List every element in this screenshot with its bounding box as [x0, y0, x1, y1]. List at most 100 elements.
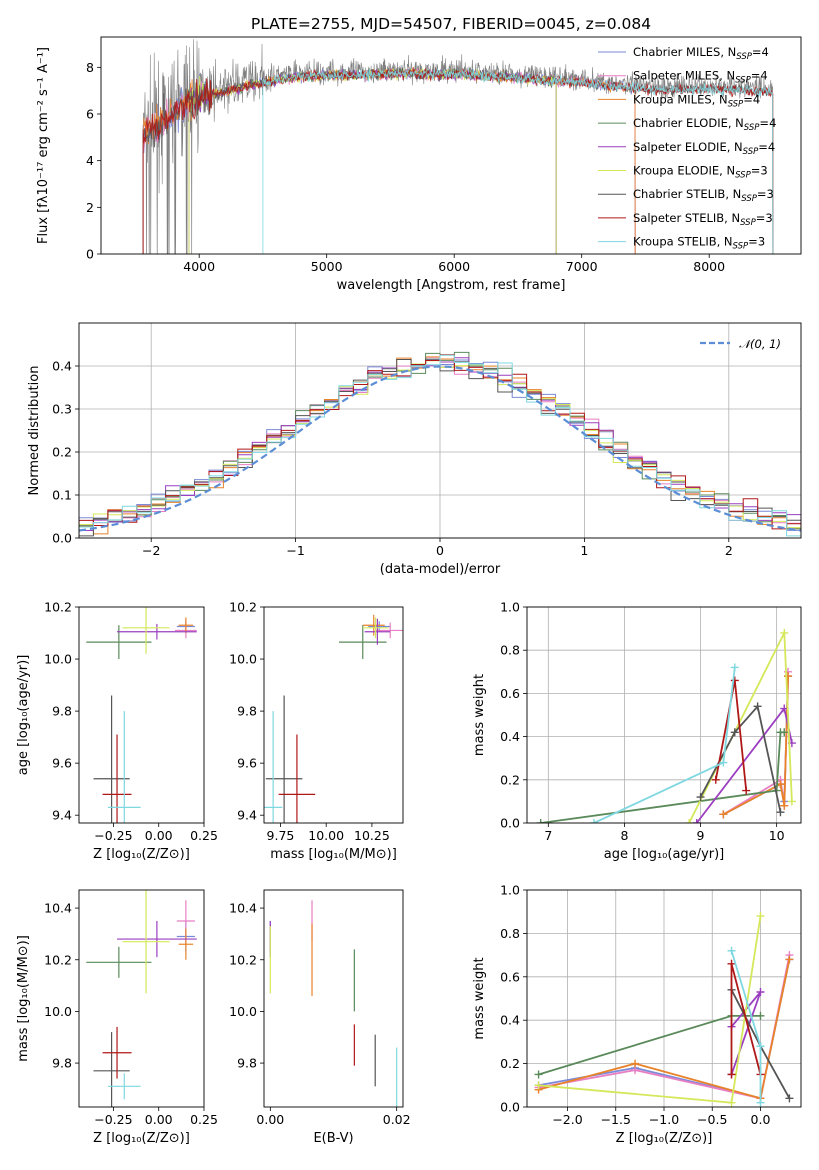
weight-marker [589, 819, 598, 823]
legend-eq: = [759, 116, 769, 130]
x-tick-label: −1.5 [601, 1112, 631, 1127]
x-tick-label: 2 [725, 543, 733, 558]
x-tick-label: 6000 [438, 259, 470, 274]
weight-lines [536, 628, 796, 823]
legend-sub: SSP [735, 76, 751, 86]
axes-frame [526, 606, 802, 824]
x-tick-label: −2.0 [552, 1112, 582, 1127]
y-tick-label: 9.8 [237, 704, 257, 719]
chart-title: PLATE=2755, MJD=54507, FIBERID=0045, z=0… [251, 15, 651, 33]
legend-entry: Chabrier MILES, NSSP=4 [633, 45, 769, 62]
x-tick-label: −1 [286, 543, 304, 558]
legend-sep: , N [719, 164, 735, 178]
y-tick-label: 10.4 [229, 901, 257, 916]
y-tick-label: 10.0 [229, 652, 257, 667]
legend-entry: Chabrier STELIB, NSSP=3 [633, 187, 774, 204]
weight-marker [534, 1081, 543, 1090]
legend-sub: SSP [736, 52, 752, 62]
axes-frame [78, 889, 205, 1108]
legend-model: Chabrier ELODIE [633, 116, 728, 130]
y-tick-label: 9.8 [52, 1056, 72, 1071]
axes-2: −0.25 0.00 0.25 9.4 9.6 9.8 10.0 10.2 [44, 600, 218, 844]
x-tick-label: 0.0 [751, 1112, 771, 1127]
legend-entry: Salpeter MILES, NSSP=4 [633, 69, 768, 86]
model-spectrum-line [188, 68, 557, 254]
weight-marker [780, 628, 789, 637]
x-tick-label: 5000 [311, 259, 343, 274]
weight-series-line [538, 1015, 761, 1076]
x-tick-label: −1.0 [649, 1112, 679, 1127]
axes-0: 4000 5000 6000 7000 8000 0 2 4 6 8 [86, 60, 725, 274]
y-tick-label: 10.0 [44, 1004, 72, 1019]
legend-sub: SSP [743, 147, 759, 157]
x-axis-label: Z [log₁₀(Z/Z⊙)] [93, 847, 190, 862]
weight-marker [727, 1070, 736, 1079]
x-axis-label: mass [log₁₀(M/M⊙)] [270, 847, 397, 862]
axes-3: 9.75 10.00 10.25 9.4 9.6 9.8 10.0 10.2 [229, 600, 390, 844]
legend-sub: SSP [733, 242, 749, 252]
weight-marker [787, 797, 796, 806]
x-tick-label: 0.00 [145, 1112, 173, 1127]
weight-marker [753, 702, 762, 711]
y-tick-label: 0.2 [500, 1056, 520, 1071]
x-tick-label: 1 [580, 543, 588, 558]
legend-sub: SSP [740, 218, 756, 228]
y-tick-label: 0.6 [500, 686, 520, 701]
y-tick-label: 9.8 [237, 1056, 257, 1071]
x-tick-label: 10 [769, 828, 785, 843]
y-tick-label: 0.0 [500, 1100, 520, 1115]
y-tick-label: 1.0 [500, 883, 520, 898]
weight-marker [711, 775, 720, 784]
legend-eq: = [752, 45, 762, 59]
y-axis-label: Flux [fλ10⁻¹⁷ erg cm⁻² s⁻¹ A⁻¹] [36, 47, 51, 244]
x-tick-label: 10.25 [354, 828, 390, 843]
y-tick-label: 0.8 [500, 643, 520, 658]
legend-nssp: 4 [762, 45, 769, 59]
legend-entry: Chabrier ELODIE, NSSP=4 [633, 116, 776, 133]
x-tick-label: 8000 [693, 259, 725, 274]
axes-frame [78, 322, 802, 539]
y-tick-label: 0.3 [52, 402, 72, 417]
axes-4: 7 8 9 10 0.0 0.2 0.4 0.6 0.8 1.0 [500, 600, 801, 843]
axes-frame [526, 889, 802, 1108]
model-spectrum-line [188, 67, 557, 254]
axes-6: 0.00 0.02 9.8 10.0 10.2 10.4 [229, 901, 410, 1127]
weight-marker [756, 1011, 765, 1020]
y-axis-label: mass weight [472, 674, 487, 756]
legend-model: Salpeter MILES [633, 69, 719, 83]
x-tick-label: 9 [697, 828, 705, 843]
weight-marker [631, 1059, 640, 1068]
legend-eq: = [751, 69, 761, 83]
y-tick-label: 10.4 [44, 901, 72, 916]
observed-spectrum-line [142, 39, 773, 254]
weight-series-line [538, 959, 791, 1100]
legend-sep: , N [724, 211, 740, 225]
weight-marker [727, 946, 736, 955]
weight-marker [685, 819, 694, 823]
x-tick-label: 10.00 [308, 828, 344, 843]
errorbars [86, 890, 197, 1107]
weight-series-line [538, 915, 762, 1104]
y-tick-label: 10.2 [229, 600, 257, 615]
weight-marker [730, 676, 739, 685]
legend-entry: Kroupa STELIB, NSSP=3 [633, 235, 765, 252]
weight-marker [785, 1094, 794, 1103]
legend-eq: = [751, 164, 761, 178]
y-tick-label: 8 [86, 60, 94, 75]
x-axis-label: wavelength [Angstrom, rest frame] [337, 278, 566, 293]
legend-sub: SSP [744, 123, 760, 133]
legend-nssp: 4 [768, 140, 775, 154]
y-tick-label: 10.2 [229, 952, 257, 967]
histograms [79, 351, 801, 537]
legend-model: Salpeter STELIB [633, 211, 724, 225]
y-axis-label: mass [log₁₀(M/M⊙)] [16, 935, 31, 1062]
x-tick-label: 0.02 [383, 1112, 411, 1127]
y-axis-label: Normed distribution [27, 366, 42, 496]
y-tick-label: 9.8 [52, 704, 72, 719]
weight-marker [776, 808, 785, 817]
y-tick-label: 0.2 [500, 772, 520, 787]
weight-marker [719, 810, 728, 819]
y-tick-label: 1.0 [500, 600, 520, 615]
legend-sub: SSP [741, 194, 757, 204]
